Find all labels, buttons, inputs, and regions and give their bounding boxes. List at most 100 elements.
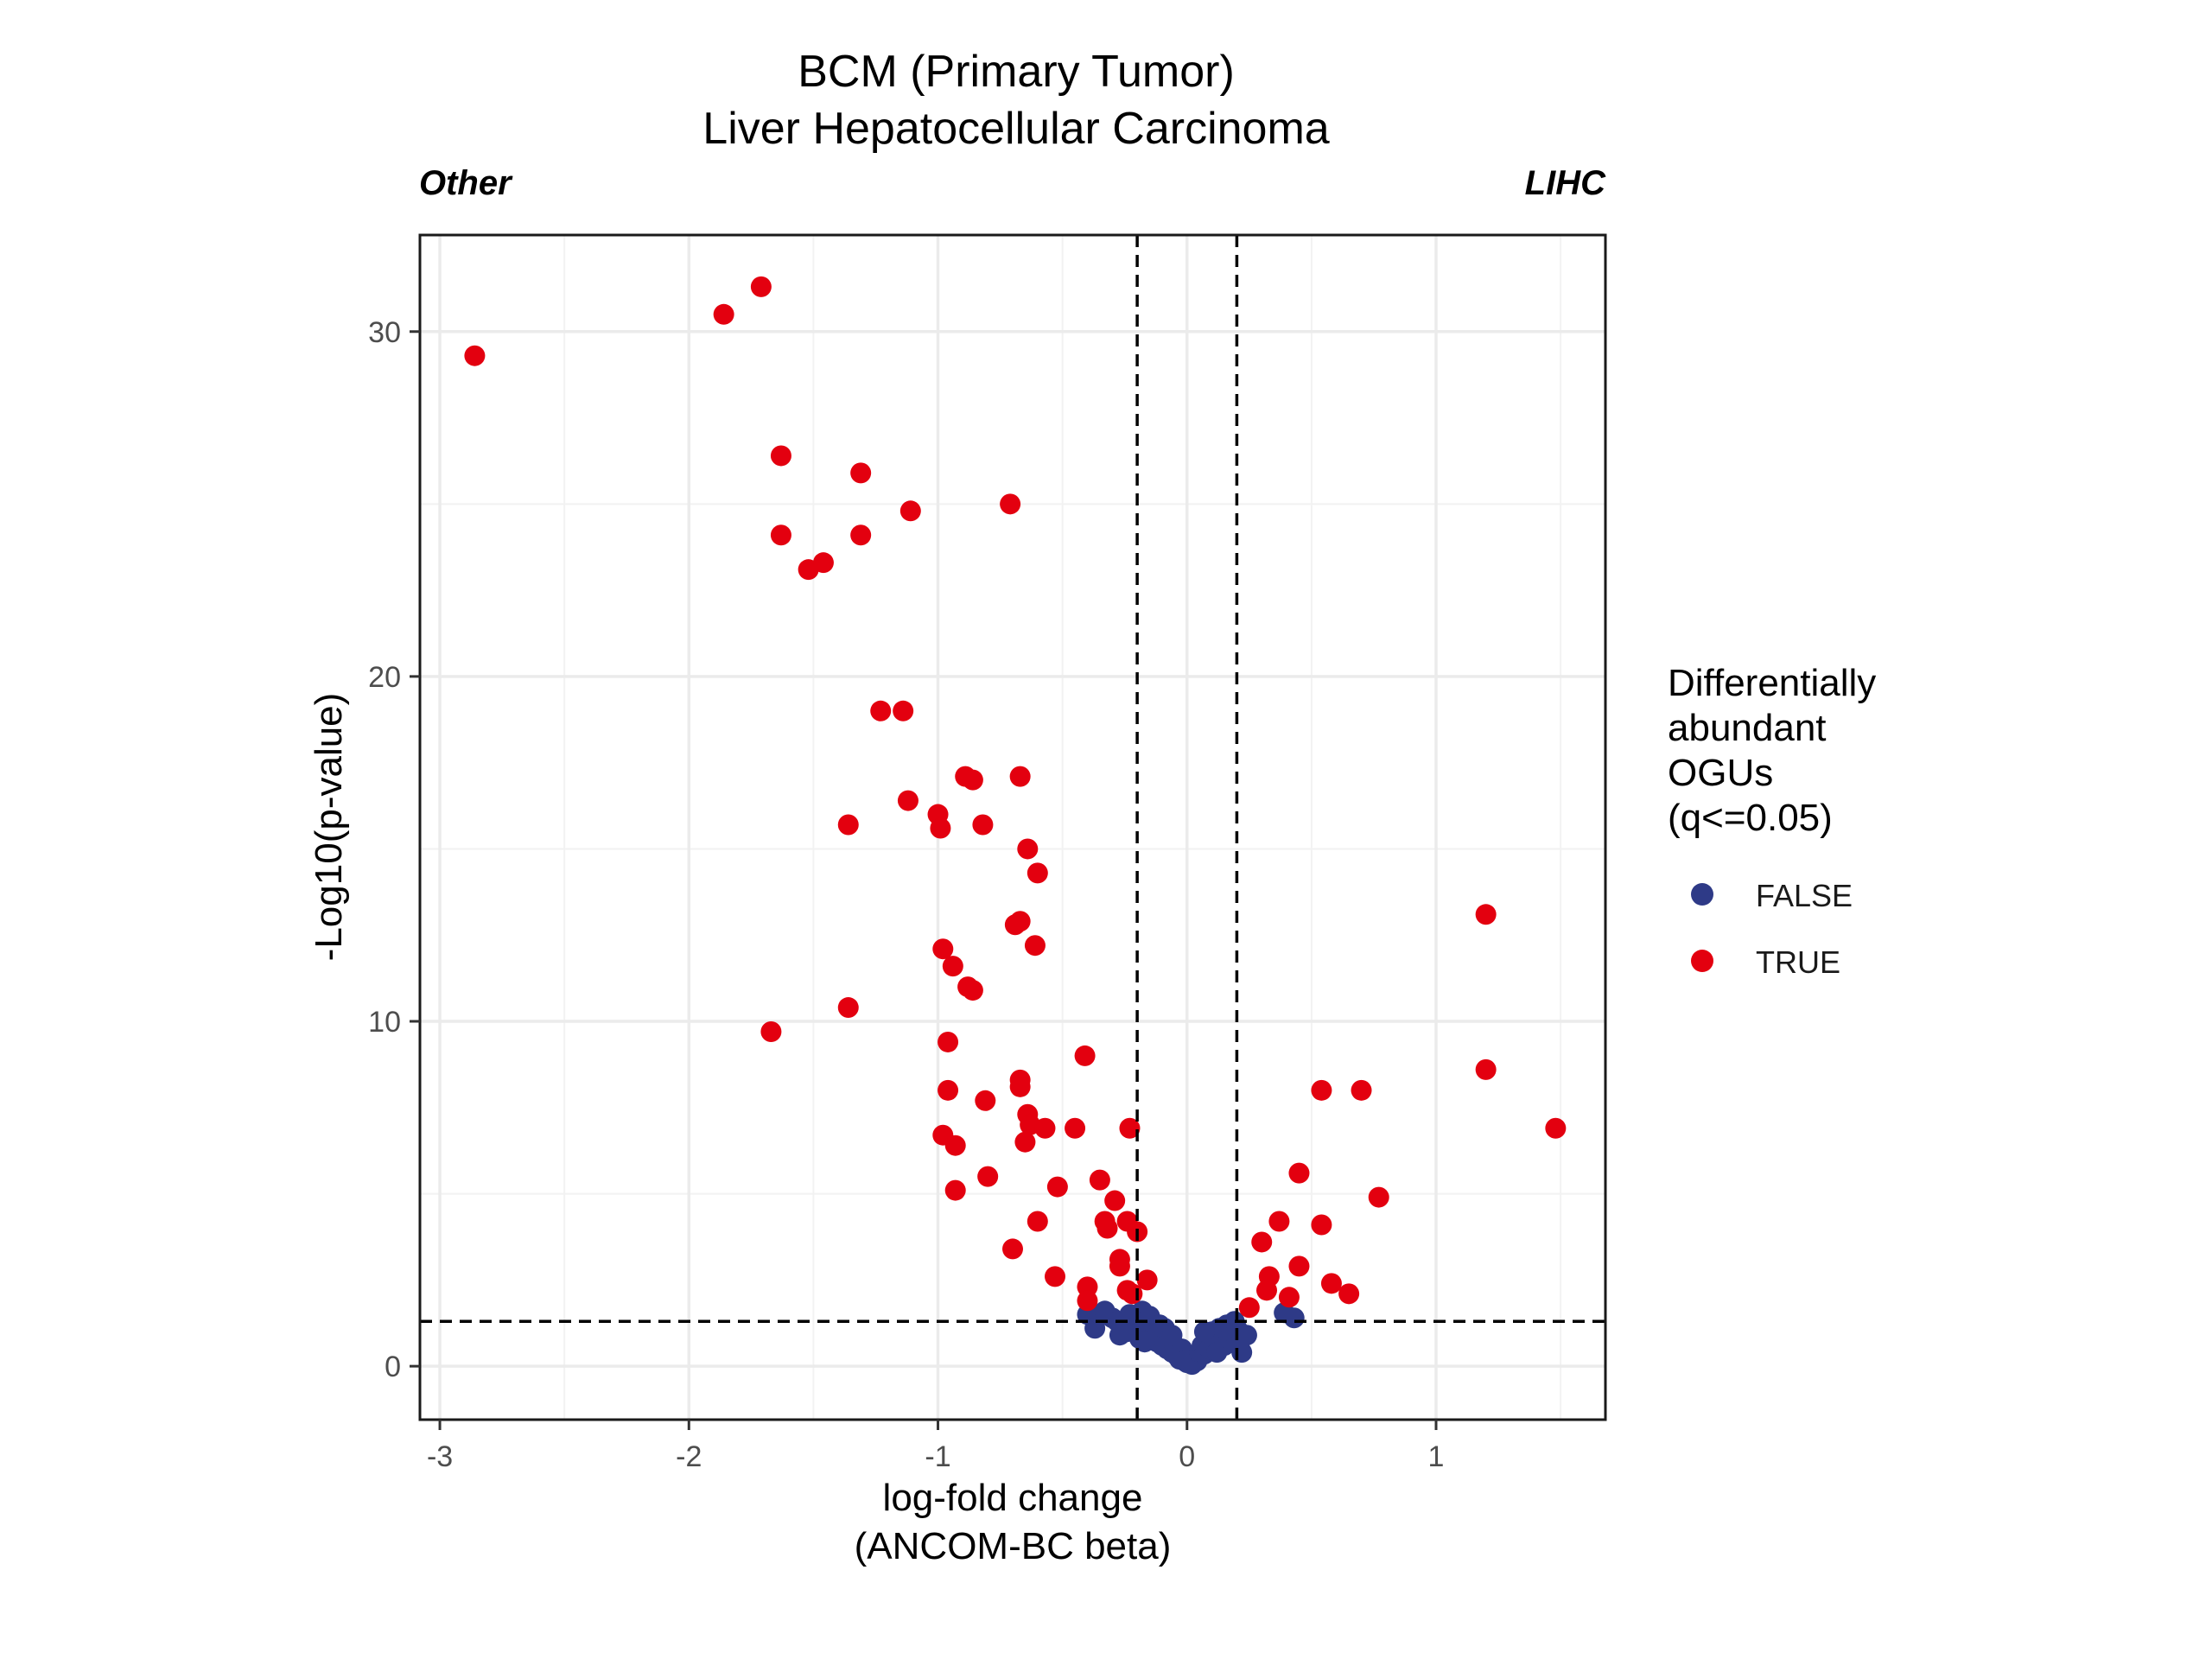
point-true [1089, 1169, 1110, 1191]
x-tick-label: -1 [925, 1440, 950, 1473]
point-true [770, 445, 791, 467]
point-true [1009, 911, 1031, 932]
point-true [1475, 904, 1497, 925]
point-true [1238, 1297, 1260, 1319]
point-false [1283, 1307, 1305, 1329]
point-true [812, 552, 834, 574]
point-false [1229, 1335, 1250, 1357]
point-true [1311, 1079, 1332, 1101]
point-true [1009, 1076, 1031, 1097]
point-true [850, 462, 872, 484]
point-true [1119, 1117, 1141, 1139]
point-true [938, 1079, 959, 1101]
point-true [932, 938, 954, 960]
legend-title-line2: abundant [1668, 707, 1827, 749]
y-tick-label: 0 [385, 1351, 401, 1383]
point-true [1368, 1186, 1389, 1208]
point-true [1320, 1273, 1342, 1294]
point-true [1545, 1117, 1567, 1139]
point-true [770, 524, 791, 546]
point-true [962, 980, 983, 1001]
point-true [1256, 1280, 1277, 1301]
point-true [962, 769, 983, 791]
point-true [750, 276, 772, 297]
point-true [1311, 1214, 1332, 1236]
corner-label-left: Other [419, 164, 513, 202]
point-true [850, 524, 872, 546]
point-true [1288, 1162, 1310, 1184]
point-true [1251, 1231, 1273, 1253]
point-true [1268, 1211, 1290, 1232]
point-true [1002, 1238, 1023, 1260]
point-false [1161, 1325, 1183, 1346]
point-true [1288, 1255, 1310, 1277]
point-true [1046, 1176, 1068, 1198]
point-true [899, 500, 921, 522]
point-false [1193, 1321, 1215, 1343]
legend-label-false: FALSE [1756, 878, 1853, 913]
legend-title-line4: (q<=0.05) [1668, 797, 1833, 839]
point-true [870, 700, 892, 721]
x-tick-label: -3 [427, 1440, 453, 1473]
point-true [893, 700, 914, 721]
legend-key-true [1691, 950, 1713, 972]
point-true [1017, 838, 1039, 860]
point-true [1027, 862, 1048, 884]
point-true [837, 997, 859, 1019]
point-true [1109, 1255, 1130, 1277]
point-true [1024, 935, 1046, 957]
point-true [1104, 1190, 1126, 1211]
point-true [975, 1090, 996, 1111]
point-true [713, 303, 734, 325]
y-axis-label: -Log10(p-value) [308, 693, 350, 962]
x-tick-label: -2 [676, 1440, 702, 1473]
point-true [1351, 1079, 1372, 1101]
point-true [944, 1135, 966, 1156]
chart-subtitle: Liver Hepatocellular Carcinoma [702, 104, 1330, 154]
point-true [1034, 1117, 1056, 1139]
legend-key-false [1691, 883, 1713, 906]
point-true [1278, 1287, 1300, 1308]
y-tick-label: 20 [368, 661, 401, 694]
point-true [760, 1020, 782, 1042]
point-true [1338, 1283, 1360, 1305]
point-true [1065, 1117, 1086, 1139]
point-true [837, 814, 859, 836]
point-true [1000, 493, 1021, 515]
data-points [464, 276, 1567, 1376]
point-true [1136, 1269, 1158, 1291]
point-true [942, 956, 963, 977]
point-true [1122, 1283, 1143, 1305]
point-true [1475, 1058, 1497, 1080]
point-true [1009, 766, 1031, 787]
point-true [1077, 1290, 1098, 1312]
legend-title-line1: Differentially [1668, 662, 1876, 704]
y-axis-ticks: 0 10 20 30 [368, 316, 420, 1383]
point-true [1096, 1217, 1118, 1239]
point-true [464, 345, 486, 366]
point-true [944, 1179, 966, 1201]
point-true [930, 817, 951, 839]
point-true [972, 814, 994, 836]
chart-title: BCM (Primary Tumor) [798, 47, 1235, 97]
legend-title-line3: OGUs [1668, 752, 1773, 794]
point-true [897, 790, 918, 811]
point-true [1014, 1131, 1036, 1153]
point-true [1027, 1211, 1048, 1232]
point-false [1134, 1332, 1155, 1353]
point-true [977, 1166, 999, 1187]
x-tick-label: 0 [1179, 1440, 1195, 1473]
corner-label-right: LIHC [1525, 164, 1606, 202]
legend-label-true: TRUE [1756, 944, 1840, 980]
x-axis-ticks: -3 -2 -1 0 1 [427, 1420, 1445, 1473]
x-axis-label-line1: log-fold change [883, 1477, 1143, 1519]
point-true [1045, 1266, 1065, 1287]
y-tick-label: 30 [368, 316, 401, 349]
plot-panel-border [418, 233, 1607, 1421]
point-true [1074, 1045, 1096, 1066]
x-tick-label: 1 [1428, 1440, 1445, 1473]
y-tick-label: 10 [368, 1006, 401, 1039]
point-false [1119, 1304, 1141, 1325]
